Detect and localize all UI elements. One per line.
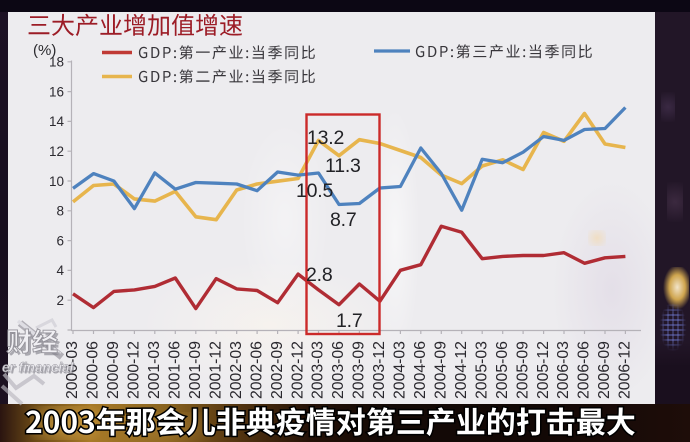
svg-text:2005-06: 2005-06 xyxy=(494,341,511,399)
svg-text:2005-03: 2005-03 xyxy=(473,341,490,399)
svg-text:2003-12: 2003-12 xyxy=(371,341,388,399)
svg-text:14: 14 xyxy=(49,114,65,129)
svg-text:(%): (%) xyxy=(33,42,56,59)
svg-text:8: 8 xyxy=(56,204,64,219)
svg-text:2.8: 2.8 xyxy=(306,264,333,286)
svg-text:2003-09: 2003-09 xyxy=(351,341,368,399)
svg-text:18: 18 xyxy=(49,55,64,70)
svg-text:2004-12: 2004-12 xyxy=(453,341,470,399)
svg-text:2002-12: 2002-12 xyxy=(289,341,306,399)
svg-text:2004-03: 2004-03 xyxy=(392,341,409,399)
svg-text:2004-06: 2004-06 xyxy=(412,341,429,399)
svg-text:2006-06: 2006-06 xyxy=(576,341,593,399)
svg-text:2001-03: 2001-03 xyxy=(146,341,163,399)
svg-text:12: 12 xyxy=(49,144,64,159)
svg-text:2006-09: 2006-09 xyxy=(596,341,613,399)
svg-text:2002-06: 2002-06 xyxy=(248,341,265,399)
svg-text:11.3: 11.3 xyxy=(325,155,361,177)
svg-text:2004-09: 2004-09 xyxy=(433,341,450,399)
svg-text:2006-12: 2006-12 xyxy=(617,341,634,399)
svg-text:2005-12: 2005-12 xyxy=(535,341,552,399)
svg-text:4: 4 xyxy=(56,263,64,278)
svg-text:16: 16 xyxy=(49,84,64,99)
svg-text:13.2: 13.2 xyxy=(307,127,344,149)
svg-text:2005-09: 2005-09 xyxy=(514,341,531,399)
svg-text:2001-12: 2001-12 xyxy=(207,341,224,399)
svg-text:2001-06: 2001-06 xyxy=(167,341,184,399)
svg-text:er financial: er financial xyxy=(4,362,76,377)
svg-text:2003-03: 2003-03 xyxy=(310,341,327,399)
svg-text:10.5: 10.5 xyxy=(296,180,334,202)
svg-text:2000-12: 2000-12 xyxy=(126,341,143,399)
svg-text:2: 2 xyxy=(56,293,64,308)
svg-text:2000-03: 2000-03 xyxy=(64,341,81,399)
svg-text:1.7: 1.7 xyxy=(336,310,363,332)
svg-text:8.7: 8.7 xyxy=(330,209,357,231)
svg-text:er financial: er financial xyxy=(2,360,74,375)
svg-text:2002-03: 2002-03 xyxy=(228,341,245,399)
svg-text:2001-09: 2001-09 xyxy=(187,341,204,399)
svg-text:2002-09: 2002-09 xyxy=(269,341,286,399)
svg-text:2003-06: 2003-06 xyxy=(330,341,347,399)
svg-text:10: 10 xyxy=(49,174,64,189)
svg-text:2000-06: 2000-06 xyxy=(85,341,102,399)
svg-text:6: 6 xyxy=(56,233,64,248)
svg-text:2000-09: 2000-09 xyxy=(105,341,122,399)
svg-text:2006-03: 2006-03 xyxy=(555,341,572,399)
